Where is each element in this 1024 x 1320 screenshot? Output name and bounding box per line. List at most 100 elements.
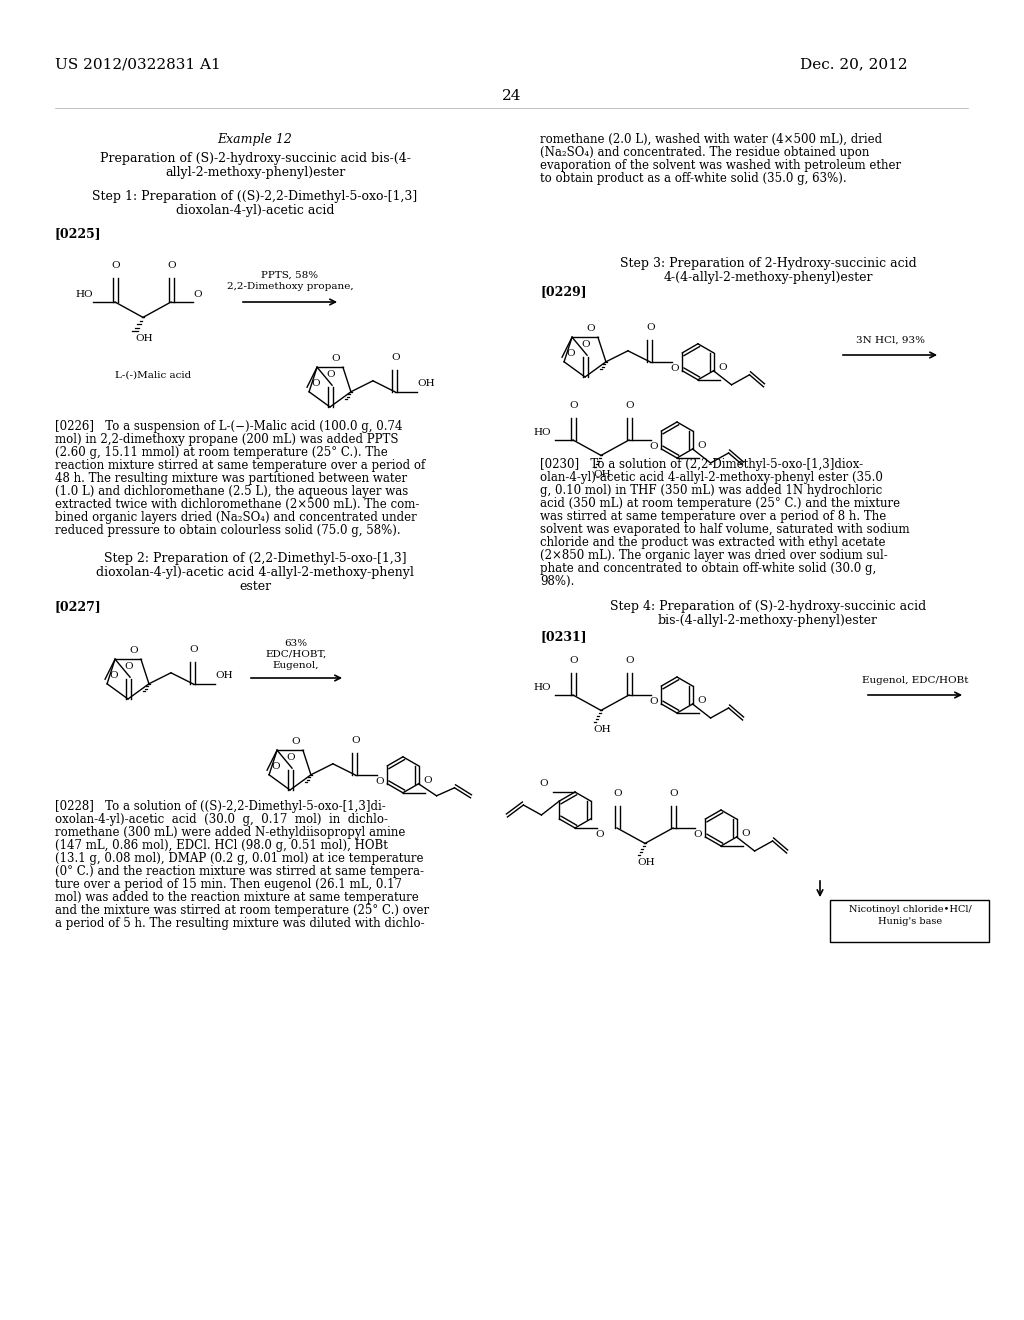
Text: 48 h. The resulting mixture was partitioned between water: 48 h. The resulting mixture was partitio… [55,473,408,484]
Text: Preparation of (S)-2-hydroxy-succinic acid bis-(4-: Preparation of (S)-2-hydroxy-succinic ac… [99,152,411,165]
Text: 2,2-Dimethoxy propane,: 2,2-Dimethoxy propane, [226,282,353,290]
Text: 24: 24 [502,88,522,103]
Text: Step 4: Preparation of (S)-2-hydroxy-succinic acid: Step 4: Preparation of (S)-2-hydroxy-suc… [610,601,926,612]
Text: romethane (2.0 L), washed with water (4×500 mL), dried: romethane (2.0 L), washed with water (4×… [540,133,882,147]
Text: O: O [697,441,706,450]
Text: HO: HO [75,290,92,300]
Text: O: O [193,290,202,300]
Text: Dec. 20, 2012: Dec. 20, 2012 [800,57,907,71]
Text: OH: OH [593,726,610,734]
Text: O: O [129,647,137,655]
Text: (147 mL, 0.86 mol), EDCl. HCl (98.0 g, 0.51 mol), HOBt: (147 mL, 0.86 mol), EDCl. HCl (98.0 g, 0… [55,840,388,851]
Text: Step 1: Preparation of ((S)-2,2-Dimethyl-5-oxo-[1,3]: Step 1: Preparation of ((S)-2,2-Dimethyl… [92,190,418,203]
Text: O: O [646,323,654,331]
Text: HO: HO [534,428,551,437]
Text: 3N HCl, 93%: 3N HCl, 93% [855,337,925,345]
Text: [0225]: [0225] [55,227,101,240]
Text: Step 2: Preparation of (2,2-Dimethyl-5-oxo-[1,3]: Step 2: Preparation of (2,2-Dimethyl-5-o… [103,552,407,565]
Text: O: O [539,779,548,788]
Text: PPTS, 58%: PPTS, 58% [261,271,318,280]
Text: [0228]   To a solution of ((S)-2,2-Dimethyl-5-oxo-[1,3]di-: [0228] To a solution of ((S)-2,2-Dimethy… [55,800,386,813]
Text: O: O [566,348,574,358]
Text: OH: OH [135,334,153,343]
Text: O: O [741,829,750,838]
Text: OH: OH [215,671,232,680]
Text: O: O [669,789,678,799]
Text: O: O [167,261,176,271]
Text: 63%: 63% [285,639,307,648]
Text: O: O [697,696,706,705]
Text: O: O [311,379,319,388]
Text: romethane (300 mL) were added N-ethyldiisopropyl amine: romethane (300 mL) were added N-ethyldii… [55,826,406,840]
Text: O: O [291,737,300,746]
Text: ture over a period of 15 min. Then eugenol (26.1 mL, 0.17: ture over a period of 15 min. Then eugen… [55,878,402,891]
Text: O: O [649,442,657,451]
Text: acid (350 mL) at room temperature (25° C.) and the mixture: acid (350 mL) at room temperature (25° C… [540,498,900,510]
Text: oxolan-4-yl)-acetic  acid  (30.0  g,  0.17  mol)  in  dichlo-: oxolan-4-yl)-acetic acid (30.0 g, 0.17 m… [55,813,388,826]
Text: O: O [595,830,603,840]
Text: O: O [581,341,590,348]
Text: olan-4-yl)-acetic acid 4-allyl-2-methoxy-phenyl ester (35.0: olan-4-yl)-acetic acid 4-allyl-2-methoxy… [540,471,883,484]
Text: O: O [271,762,280,771]
Text: [0227]: [0227] [55,601,101,612]
Text: O: O [423,776,431,785]
Text: extracted twice with dichloromethane (2×500 mL). The com-: extracted twice with dichloromethane (2×… [55,498,420,511]
Text: O: O [569,401,578,411]
Text: O: O [391,352,399,362]
Text: dioxolan-4-yl)-acetic acid 4-allyl-2-methoxy-phenyl: dioxolan-4-yl)-acetic acid 4-allyl-2-met… [96,566,414,579]
Text: OH: OH [417,379,434,388]
Text: Eugenol,: Eugenol, [272,661,319,671]
Text: to obtain product as a off-white solid (35.0 g, 63%).: to obtain product as a off-white solid (… [540,172,847,185]
Text: Nicotinoyl chloride•HCl/: Nicotinoyl chloride•HCl/ [849,906,972,913]
Text: reduced pressure to obtain colourless solid (75.0 g, 58%).: reduced pressure to obtain colourless so… [55,524,400,537]
Text: OH: OH [593,470,610,479]
Text: O: O [326,370,335,379]
Text: O: O [586,325,595,333]
Text: O: O [111,261,120,271]
Text: O: O [670,364,679,372]
Text: O: O [569,656,578,665]
Text: O: O [188,644,198,653]
Text: mol) was added to the reaction mixture at same temperature: mol) was added to the reaction mixture a… [55,891,419,904]
Text: Step 3: Preparation of 2-Hydroxy-succinic acid: Step 3: Preparation of 2-Hydroxy-succini… [620,257,916,271]
Text: dioxolan-4-yl)-acetic acid: dioxolan-4-yl)-acetic acid [176,205,334,216]
Text: US 2012/0322831 A1: US 2012/0322831 A1 [55,57,221,71]
Text: 4-(4-allyl-2-methoxy-phenyl)ester: 4-(4-allyl-2-methoxy-phenyl)ester [664,271,872,284]
Text: mol) in 2,2-dimethoxy propane (200 mL) was added PPTS: mol) in 2,2-dimethoxy propane (200 mL) w… [55,433,398,446]
Text: bis-(4-allyl-2-methoxy-phenyl)ester: bis-(4-allyl-2-methoxy-phenyl)ester [658,614,878,627]
Text: evaporation of the solvent was washed with petroleum ether: evaporation of the solvent was washed wi… [540,158,901,172]
Text: [0226]   To a suspension of L-(−)-Malic acid (100.0 g, 0.74: [0226] To a suspension of L-(−)-Malic ac… [55,420,402,433]
Text: O: O [351,735,359,744]
Text: ester: ester [239,579,271,593]
Text: O: O [625,401,634,411]
Text: chloride and the product was extracted with ethyl acetate: chloride and the product was extracted w… [540,536,886,549]
Text: [0230]   To a solution of (2,2-Dimethyl-5-oxo-[1,3]diox-: [0230] To a solution of (2,2-Dimethyl-5-… [540,458,863,471]
Text: solvent was evaporated to half volume, saturated with sodium: solvent was evaporated to half volume, s… [540,523,909,536]
Text: [0229]: [0229] [540,285,587,298]
Text: (0° C.) and the reaction mixture was stirred at same tempera-: (0° C.) and the reaction mixture was sti… [55,865,424,878]
Text: O: O [286,752,295,762]
Text: O: O [649,697,657,706]
Text: O: O [124,663,133,671]
Text: (1.0 L) and dichloromethane (2.5 L), the aqueous layer was: (1.0 L) and dichloromethane (2.5 L), the… [55,484,409,498]
Text: O: O [625,656,634,665]
Text: was stirred at same temperature over a period of 8 h. The: was stirred at same temperature over a p… [540,510,886,523]
Text: [0231]: [0231] [540,630,587,643]
Text: O: O [331,354,340,363]
Text: HO: HO [534,682,551,692]
Text: and the mixture was stirred at room temperature (25° C.) over: and the mixture was stirred at room temp… [55,904,429,917]
Text: (2.60 g, 15.11 mmol) at room temperature (25° C.). The: (2.60 g, 15.11 mmol) at room temperature… [55,446,388,459]
FancyBboxPatch shape [830,900,989,942]
Text: a period of 5 h. The resulting mixture was diluted with dichlo-: a period of 5 h. The resulting mixture w… [55,917,425,931]
Text: Example 12: Example 12 [217,133,293,147]
Text: O: O [718,363,727,372]
Text: O: O [613,789,622,799]
Text: Hunig's base: Hunig's base [878,917,942,927]
Text: O: O [110,671,118,680]
Text: O: O [375,776,384,785]
Text: g, 0.10 mol) in THF (350 mL) was added 1N hydrochloric: g, 0.10 mol) in THF (350 mL) was added 1… [540,484,883,498]
Text: allyl-2-methoxy-phenyl)ester: allyl-2-methoxy-phenyl)ester [165,166,345,180]
Text: L-(-)Malic acid: L-(-)Malic acid [115,371,191,380]
Text: 98%).: 98%). [540,576,574,587]
Text: bined organic layers dried (Na₂SO₄) and concentrated under: bined organic layers dried (Na₂SO₄) and … [55,511,417,524]
